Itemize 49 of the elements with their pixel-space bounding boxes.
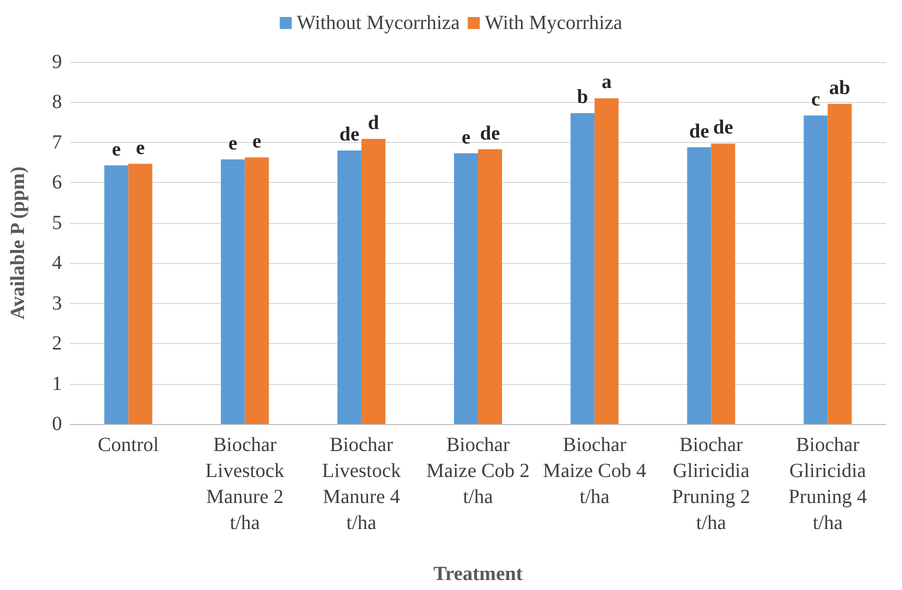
y-tick-label: 3 bbox=[52, 292, 62, 314]
data-label: e bbox=[136, 136, 145, 159]
data-label: e bbox=[228, 132, 238, 154]
bar bbox=[594, 98, 619, 424]
data-label: c bbox=[811, 88, 820, 110]
data-label: e bbox=[462, 126, 471, 148]
bar bbox=[128, 164, 152, 424]
data-label: de bbox=[480, 122, 500, 144]
bar bbox=[478, 149, 502, 424]
data-label: d bbox=[368, 112, 379, 134]
bar bbox=[570, 113, 595, 424]
y-tick-label: 0 bbox=[52, 413, 62, 435]
y-axis-title: Available P (ppm) bbox=[7, 166, 29, 320]
bar bbox=[804, 115, 828, 424]
x-tick-label: Biochar Livestock Manure 4 t/ha bbox=[322, 434, 401, 534]
x-tick-label: Biochar Livestock Manure 2 t/ha bbox=[205, 434, 284, 534]
legend-label: Without Mycorrhiza bbox=[296, 12, 460, 34]
x-tick-label: Biochar Gliricidia Pruning 2 t/ha bbox=[672, 434, 750, 534]
y-tick-label: 8 bbox=[52, 91, 62, 114]
bar bbox=[361, 138, 386, 424]
bar bbox=[220, 159, 245, 424]
bar bbox=[828, 104, 852, 424]
data-label: de bbox=[689, 120, 710, 142]
y-tick-label: 1 bbox=[52, 372, 62, 395]
data-label: ab bbox=[829, 76, 850, 99]
bar bbox=[337, 150, 362, 424]
x-axis-title: Treatment bbox=[433, 563, 523, 585]
data-label: a bbox=[602, 71, 612, 94]
bar bbox=[104, 165, 128, 424]
x-tick-label: Control bbox=[98, 434, 160, 456]
data-label: e bbox=[252, 130, 262, 152]
bar bbox=[711, 144, 736, 424]
data-label: b bbox=[577, 86, 588, 108]
bar bbox=[454, 153, 478, 424]
bar bbox=[244, 157, 269, 424]
y-tick-label: 7 bbox=[52, 131, 62, 154]
x-tick-label: Biochar Maize Cob 4 t/ha bbox=[542, 434, 646, 508]
y-tick-label: 6 bbox=[52, 172, 62, 194]
data-label: de bbox=[339, 123, 360, 146]
x-tick-label: Biochar Maize Cob 2 t/ha bbox=[426, 434, 530, 508]
y-tick-label: 2 bbox=[52, 332, 62, 355]
y-tick-label: 9 bbox=[52, 51, 62, 73]
data-label: e bbox=[112, 138, 121, 160]
data-label: de bbox=[713, 116, 734, 139]
legend-label: With Mycorrhiza bbox=[484, 12, 622, 34]
y-tick-label: 5 bbox=[52, 212, 62, 234]
x-tick-label: Biochar Gliricidia Pruning 4 t/ha bbox=[788, 434, 867, 534]
bar bbox=[687, 147, 712, 424]
y-tick-label: 4 bbox=[52, 252, 62, 274]
